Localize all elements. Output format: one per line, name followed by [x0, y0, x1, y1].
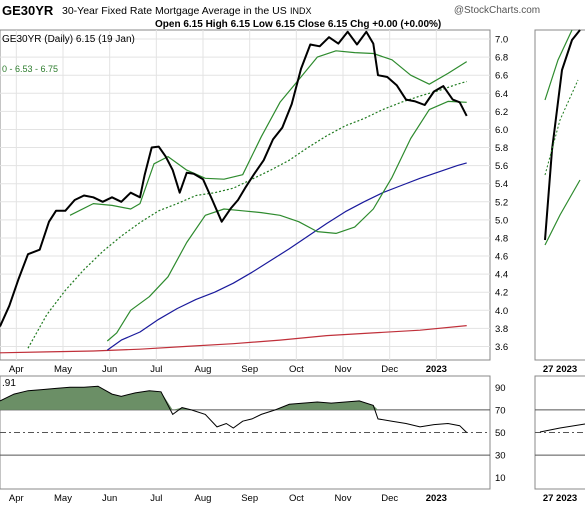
rsi-y-tick-label: 50	[495, 428, 506, 439]
price-legend-label: GE30YR (Daily) 6.15 (19 Jan)	[2, 34, 135, 45]
rsi-x-tick-label: Nov	[335, 493, 352, 504]
price-y-tick-label: 6.0	[495, 125, 508, 136]
rsi-x-tick-label: Sep	[241, 493, 258, 504]
side-lower-band	[544, 179, 581, 246]
rsi-y-tick-label: 30	[495, 451, 506, 462]
ohlc-readout: Open 6.15 High 6.15 Low 6.15 Close 6.15 …	[155, 19, 441, 30]
price-x-tick-label: Jul	[150, 364, 162, 375]
rsi-y-tick-label: 70	[495, 405, 506, 416]
price-y-tick-label: 3.6	[495, 342, 508, 353]
side-x-tick-label: 27 2023	[543, 364, 577, 375]
rsi-x-tick-label: Aug	[195, 493, 212, 504]
price-x-axis: Apr May Jun Jul Aug Sep Oct Nov Dec 2023	[9, 364, 447, 375]
price-y-axis: 3.6 3.8 4.0 4.2 4.4 4.6 4.8 5.0 5.2 5.4 5.6 5.8 6.0 6…	[495, 35, 508, 353]
price-x-tick-label: 2023	[426, 364, 447, 375]
description-label: 30-Year Fixed Rate Mortgage Average in t…	[62, 5, 287, 17]
price-y-tick-label: 5.0	[495, 215, 508, 226]
series-line-bollinger-lower	[106, 100, 467, 342]
side-rsi-x-tick-label: 27 2023	[543, 493, 577, 504]
rsi-line	[0, 385, 468, 433]
price-y-tick-label: 4.8	[495, 233, 508, 244]
side-chart-marks: 27 2023 27 2023	[535, 29, 585, 504]
price-grid	[0, 30, 490, 360]
rsi-x-tick-label: Apr	[9, 493, 24, 504]
watermark: @StockCharts.com	[454, 5, 540, 16]
rsi-overbought-fill	[0, 386, 467, 410]
price-y-tick-label: 6.4	[495, 89, 508, 100]
price-panel: 3.6 3.8 4.0 4.2 4.4 4.6 4.8 5.0 5.2 5.4 5.6 5.8 6.0 6…	[0, 29, 508, 375]
price-x-tick-label: Aug	[195, 364, 212, 375]
price-x-tick-label: May	[54, 364, 72, 375]
price-y-tick-label: 4.4	[495, 270, 508, 281]
price-y-tick-label: 5.8	[495, 143, 508, 154]
series-line-bollinger-upper	[69, 50, 468, 216]
price-x-tick-label: Oct	[289, 364, 304, 375]
ma-legend-label: 0 - 6.53 - 6.75	[2, 64, 58, 74]
price-x-tick-label: Nov	[335, 364, 352, 375]
price-y-tick-label: 5.6	[495, 161, 508, 172]
series-line-ge30yr	[0, 30, 468, 327]
rsi-x-tick-label: Jun	[102, 493, 117, 504]
side-chart-panel: 27 2023 27 2023	[534, 29, 585, 504]
price-x-tick-label: Jun	[102, 364, 117, 375]
price-y-tick-label: 5.4	[495, 179, 508, 190]
price-y-tick-label: 6.2	[495, 107, 508, 118]
series-line-ma-mid	[106, 162, 467, 351]
price-y-tick-label: 4.6	[495, 252, 508, 263]
rsi-x-tick-label: Oct	[289, 493, 304, 504]
price-x-tick-label: Dec	[381, 364, 398, 375]
side-ma-line	[544, 79, 579, 176]
price-y-tick-label: 6.8	[495, 53, 508, 64]
rsi-y-tick-label: 90	[495, 383, 506, 394]
rsi-y-axis: 10 30 50 70 90	[495, 383, 506, 484]
rsi-panel: 10 30 50 70 90 Apr May Jun Jul Aug Sep Oct Nov Dec 20…	[0, 375, 506, 504]
price-series	[0, 30, 468, 354]
price-panel-frame	[0, 29, 491, 361]
price-y-tick-label: 5.2	[495, 197, 508, 208]
rsi-x-tick-label: 2023	[426, 493, 447, 504]
symbol-label: GE30YR	[2, 3, 54, 18]
series-line-ma-long	[0, 325, 467, 354]
rsi-x-tick-label: Jul	[150, 493, 162, 504]
rsi-x-tick-label: Dec	[381, 493, 398, 504]
side-upper-band	[544, 29, 573, 101]
price-y-tick-label: 3.8	[495, 324, 508, 335]
price-y-tick-label: 6.6	[495, 71, 508, 82]
rsi-x-axis: Apr May Jun Jul Aug Sep Oct Nov Dec 2023	[9, 493, 447, 504]
side-rsi-line	[539, 423, 585, 433]
price-x-tick-label: Sep	[241, 364, 258, 375]
rsi-series	[0, 385, 468, 433]
price-y-tick-label: 7.0	[495, 35, 508, 46]
price-y-tick-label: 4.2	[495, 288, 508, 299]
rsi-y-tick-label: 10	[495, 473, 506, 484]
exchange-label: INDX	[290, 6, 312, 16]
price-x-tick-label: Apr	[9, 364, 24, 375]
side-price-line	[544, 29, 581, 241]
rsi-legend-label: .91	[2, 378, 16, 389]
price-y-tick-label: 4.0	[495, 306, 508, 317]
rsi-x-tick-label: May	[54, 493, 72, 504]
